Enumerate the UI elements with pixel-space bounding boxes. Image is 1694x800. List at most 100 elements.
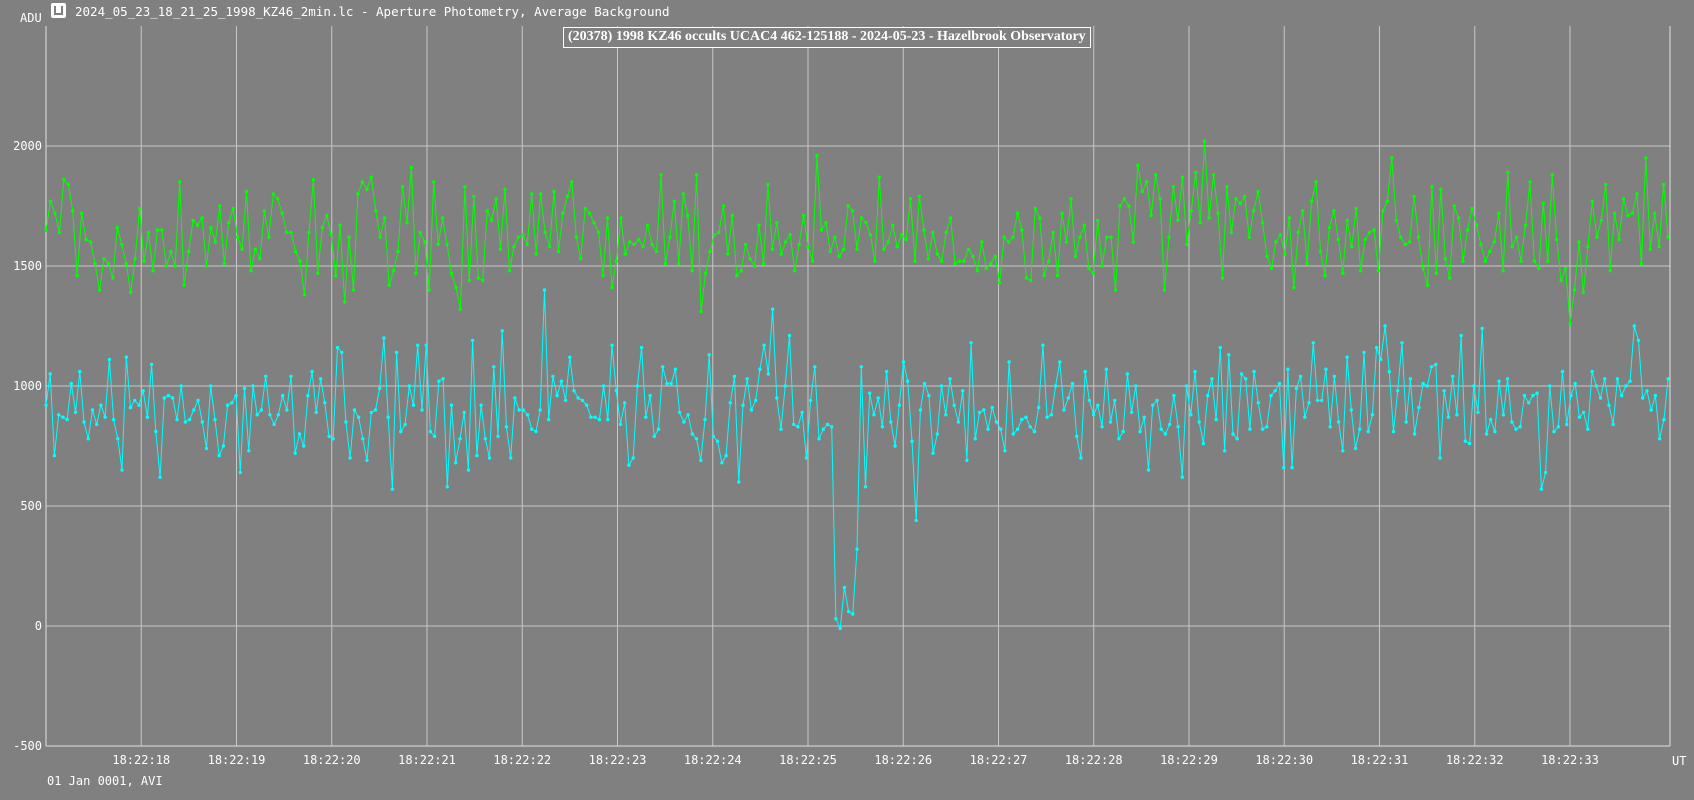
data-point	[596, 230, 601, 235]
data-point	[1416, 235, 1421, 239]
data-point	[631, 456, 635, 460]
data-point	[917, 194, 922, 199]
data-point	[251, 384, 255, 388]
data-point	[1367, 230, 1372, 235]
data-point	[1581, 410, 1586, 415]
data-point	[672, 199, 676, 203]
data-point	[623, 401, 627, 405]
data-point	[128, 405, 133, 410]
data-point	[576, 396, 580, 400]
data-point	[889, 420, 893, 424]
data-point	[1531, 393, 1535, 398]
data-point	[1020, 228, 1024, 232]
data-point	[628, 240, 632, 244]
data-point	[953, 261, 957, 266]
data-point	[1497, 211, 1501, 215]
data-point	[1611, 422, 1615, 427]
data-point	[787, 333, 792, 338]
data-point	[1131, 240, 1136, 244]
data-point	[289, 374, 293, 379]
data-point	[559, 379, 564, 383]
data-point	[757, 223, 761, 227]
data-point	[1252, 209, 1256, 213]
data-point	[1238, 201, 1243, 206]
data-point	[1408, 377, 1413, 381]
data-point	[1155, 398, 1159, 403]
data-point	[178, 180, 182, 184]
data-point	[293, 451, 297, 455]
data-point	[850, 209, 855, 213]
data-point	[570, 180, 574, 184]
light-curve-app-icon[interactable]	[51, 3, 66, 18]
data-point	[1247, 235, 1251, 239]
data-point	[1430, 185, 1434, 189]
data-point	[779, 252, 783, 256]
data-point	[999, 427, 1003, 431]
data-point	[973, 437, 977, 441]
data-point	[1189, 209, 1194, 213]
data-point	[1149, 213, 1153, 218]
data-point	[1055, 273, 1060, 278]
data-point	[1489, 417, 1493, 422]
data-point	[338, 223, 342, 227]
data-point	[78, 369, 82, 374]
data-point	[521, 233, 525, 237]
data-point	[374, 209, 378, 213]
data-point	[1273, 389, 1277, 393]
data-point	[580, 398, 585, 403]
data-point	[1096, 403, 1100, 407]
data-point	[730, 213, 734, 218]
data-point	[424, 343, 428, 347]
data-point	[1532, 259, 1537, 263]
data-point	[966, 247, 971, 251]
data-point	[971, 254, 975, 259]
data-point	[1327, 225, 1332, 230]
data-point	[221, 444, 226, 448]
data-point	[1556, 425, 1561, 429]
data-point	[1370, 413, 1375, 417]
data-point	[361, 437, 365, 441]
data-point	[1087, 266, 1091, 271]
data-point	[873, 259, 877, 263]
data-point	[1644, 156, 1648, 160]
data-point	[175, 417, 179, 422]
data-point	[1552, 429, 1556, 434]
data-point	[1387, 369, 1392, 374]
data-point	[1298, 374, 1303, 379]
data-point	[302, 293, 307, 297]
data-point	[1117, 437, 1121, 441]
data-point	[1075, 434, 1079, 439]
data-point	[855, 247, 859, 251]
data-point	[1390, 156, 1394, 160]
data-point	[302, 444, 306, 448]
data-point	[1443, 257, 1448, 261]
data-point	[1519, 259, 1523, 263]
data-point	[470, 338, 475, 343]
data-point	[1555, 237, 1559, 242]
data-point	[1220, 276, 1225, 280]
data-point	[872, 413, 876, 417]
data-point	[579, 257, 583, 261]
data-point	[234, 393, 238, 398]
data-point	[801, 213, 806, 218]
data-point	[989, 261, 993, 266]
data-point	[635, 384, 640, 388]
data-point	[833, 235, 837, 239]
data-point	[169, 249, 173, 254]
data-point	[614, 259, 619, 263]
data-point	[369, 175, 373, 179]
y-tick-label: 1000	[13, 379, 42, 393]
data-point	[1569, 393, 1573, 398]
data-point	[57, 413, 61, 417]
data-point	[1020, 417, 1024, 422]
series-line	[45, 141, 1669, 324]
data-point	[1480, 326, 1484, 331]
data-point	[891, 223, 895, 227]
data-point	[711, 434, 716, 439]
data-point	[1324, 367, 1328, 371]
data-point	[1146, 468, 1151, 472]
data-point	[231, 206, 235, 211]
data-point	[204, 446, 209, 451]
data-point	[414, 271, 418, 275]
data-point	[641, 245, 645, 249]
